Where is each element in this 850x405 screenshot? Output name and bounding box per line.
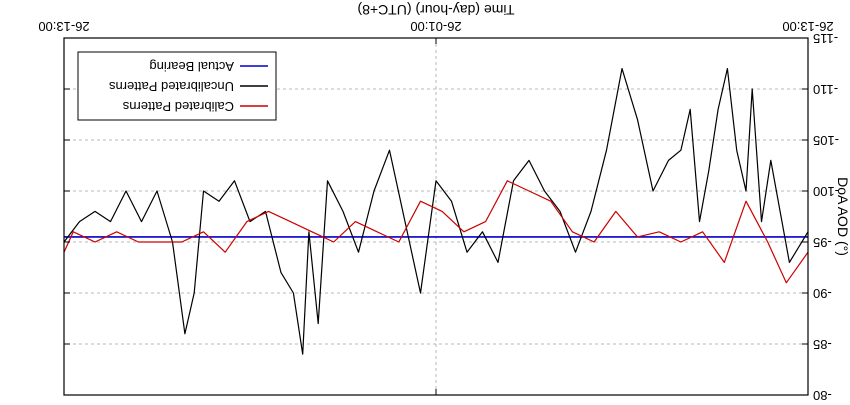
y-axis-label: DoA AOD (°) [835,177,850,256]
x-tick-label: 26-13:00 [38,19,89,34]
ticks: -115 -110 -105 -100 -95 -90 -85 -80 26-13:00 26-0… [38,19,839,403]
y-tick-label: -110 [813,82,838,97]
y-tick-label: -115 [813,31,838,46]
x-tick-label: 26-01:00 [410,19,461,34]
legend: Calibrated Patterns Uncalibrated Patterns… [77,51,277,121]
x-axis-label: Time (day-hour) (UTC+8) [357,2,514,18]
legend-entry: Calibrated Patterns [122,99,234,114]
y-tick-label: -105 [813,133,839,148]
legend-entry: Uncalibrated Patterns [108,79,234,94]
legend-entry: Actual Bearing [149,59,234,74]
y-tick-label: -80 [813,388,832,403]
series-line-calibrated-patterns [63,180,809,284]
y-tick-label: -95 [813,235,832,250]
y-tick-label: -85 [813,337,832,352]
x-tick-label: 26-13:00 [782,19,833,34]
series-layer [63,68,809,355]
y-tick-label: -100 [813,184,839,199]
series-line-uncalibrated-patterns [63,68,809,355]
y-tick-label: -90 [813,286,832,301]
